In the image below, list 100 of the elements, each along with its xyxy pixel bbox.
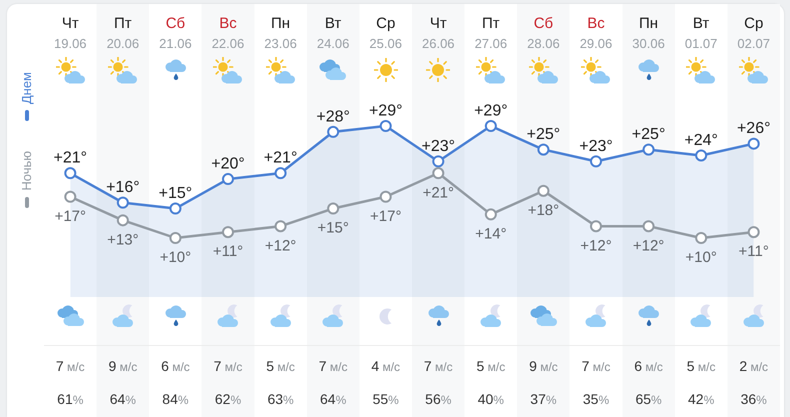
data-label: +10° — [685, 249, 717, 266]
x-tick-label: Пт 27.06 — [474, 15, 508, 51]
point — [64, 190, 76, 203]
point — [380, 190, 392, 203]
point — [484, 208, 497, 220]
data-label: 62% — [214, 391, 242, 407]
data-label: +15° — [158, 184, 192, 202]
data-label: +29° — [368, 102, 402, 120]
data-label: 4 м/с — [371, 358, 400, 374]
data-label: +12° — [264, 237, 296, 254]
data-label: 7 м/с — [214, 358, 242, 374]
data-label: 61% — [57, 391, 84, 407]
point — [274, 220, 287, 232]
data-label: +21° — [54, 150, 88, 167]
data-label: +18° — [528, 202, 560, 219]
data-label: +23° — [579, 138, 613, 155]
data-label: +26° — [736, 120, 770, 138]
point — [274, 167, 287, 180]
x-tick-label: Чт 26.06 — [422, 15, 455, 51]
text: Ночью — [19, 151, 35, 191]
point — [642, 220, 655, 232]
point — [327, 202, 340, 215]
data-label: 7 м/с — [318, 358, 348, 374]
data-label: +11° — [212, 243, 244, 260]
data-label: 5 м/с — [476, 358, 506, 374]
point — [484, 120, 497, 132]
data-label: 7 м/с — [582, 358, 610, 374]
x-tick-label: Вс 29.06 — [580, 15, 612, 51]
point — [590, 220, 602, 232]
data-label: +28° — [316, 108, 350, 126]
data-label: +24° — [684, 132, 718, 149]
x-tick-label: Сб 21.06 — [159, 15, 192, 51]
point — [380, 120, 392, 132]
point — [222, 173, 234, 186]
point — [695, 232, 708, 244]
data-label: 6 м/с — [634, 358, 663, 374]
point — [748, 226, 760, 238]
point — [222, 226, 234, 238]
data-label: 40% — [478, 391, 504, 407]
text: Днем — [19, 72, 35, 104]
data-label: 37% — [530, 391, 557, 407]
data-label: 64% — [320, 391, 346, 407]
data-label: 36% — [740, 391, 767, 407]
point — [537, 144, 550, 156]
data-label: 84% — [162, 391, 189, 407]
data-label: 6 м/с — [161, 358, 190, 374]
point — [169, 232, 182, 244]
point — [64, 167, 76, 180]
data-label: 5 м/с — [686, 358, 716, 374]
data-label: +12° — [632, 237, 664, 254]
point — [327, 126, 340, 138]
data-label: +17° — [370, 208, 402, 225]
x-tick-label: Пн 23.06 — [264, 15, 297, 51]
point — [116, 214, 129, 226]
data-label: +17° — [54, 208, 86, 225]
x-tick-label: Чт 19.06 — [54, 15, 87, 51]
data-label: 5 м/с — [266, 358, 295, 374]
point — [590, 155, 602, 168]
data-label: 9 м/с — [108, 358, 138, 374]
data-label: 2 м/с — [739, 358, 768, 374]
data-label: 42% — [688, 391, 714, 407]
data-label: 9 м/с — [529, 358, 558, 374]
point — [432, 155, 444, 168]
data-label: 63% — [267, 391, 294, 407]
data-label: +21° — [422, 184, 454, 202]
point — [748, 138, 760, 150]
point — [169, 202, 182, 215]
x-tick-label: Пн 30.06 — [632, 15, 665, 51]
x-tick-label: Ср 25.06 — [369, 15, 402, 51]
x-tick-label: Вт 24.06 — [316, 15, 350, 51]
data-label: +16° — [106, 179, 140, 196]
data-label: +25° — [632, 126, 666, 143]
data-label: +14° — [475, 226, 507, 243]
x-tick-label: Ср 02.07 — [737, 15, 770, 51]
data-label: +11° — [738, 243, 769, 260]
data-label: 65% — [635, 391, 662, 407]
data-label: +25° — [526, 126, 560, 143]
data-label: 55% — [372, 391, 399, 407]
data-label: +21° — [264, 150, 298, 167]
data-label: 7 м/с — [56, 358, 85, 374]
data-label: 7 м/с — [424, 358, 453, 374]
x-tick-label: Вт 01.07 — [684, 15, 718, 51]
data-label: +13° — [107, 231, 139, 248]
x-tick-label: Вс 22.06 — [212, 15, 244, 51]
point — [642, 144, 655, 156]
data-label: +10° — [160, 249, 192, 266]
data-label: +23° — [422, 138, 456, 155]
data-label: +15° — [317, 220, 349, 237]
point — [695, 149, 708, 162]
data-label: +29° — [474, 102, 508, 120]
data-label: 56% — [425, 391, 452, 407]
point — [116, 196, 129, 209]
point — [432, 167, 444, 180]
data-label: +12° — [580, 237, 612, 254]
x-tick-label: Пт 20.06 — [106, 15, 140, 51]
data-label: 35% — [582, 391, 610, 407]
point — [537, 184, 550, 197]
data-label: 64% — [110, 391, 136, 407]
data-label: +20° — [211, 155, 245, 172]
x-tick-label: Сб 28.06 — [527, 15, 560, 51]
